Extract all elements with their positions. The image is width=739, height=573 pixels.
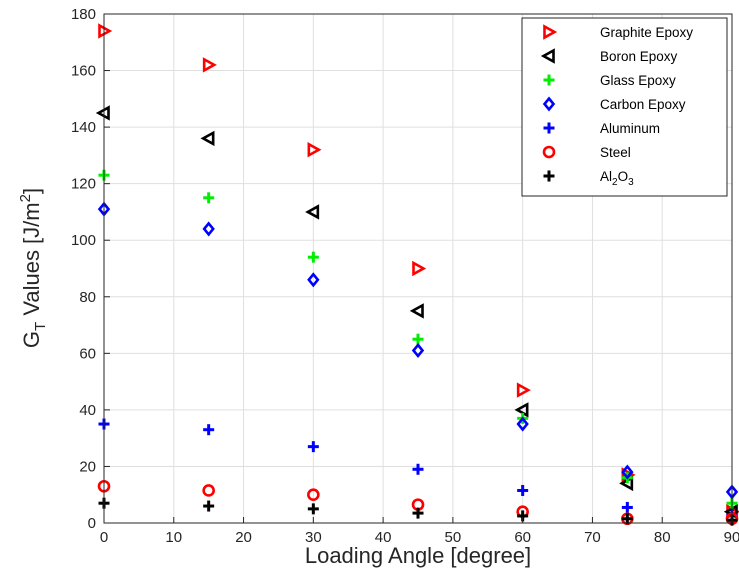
data-point-series-5-2-shape — [307, 488, 320, 502]
y-tick-label: 160 — [71, 63, 96, 80]
legend-marker-4 — [543, 122, 555, 134]
legend-label-part: Al — [600, 169, 612, 184]
data-point-series-2-1 — [203, 192, 215, 204]
y-tick-label: 40 — [79, 402, 96, 419]
data-point-series-0-3 — [412, 260, 427, 277]
data-point-series-1-1 — [200, 130, 215, 147]
y-tick-label: 60 — [79, 345, 96, 362]
x-axis-label: Loading Angle [degree] — [305, 543, 531, 568]
data-point-series-0-3-shape — [412, 260, 427, 277]
data-point-series-4-4 — [517, 484, 529, 496]
legend-label-2: Glass Epoxy — [600, 73, 676, 88]
legend-marker-3-shape — [542, 96, 556, 112]
data-point-series-3-3-shape — [411, 342, 425, 359]
legend-label-part: O — [618, 169, 629, 184]
legend-label-3: Carbon Epoxy — [600, 97, 686, 112]
legend-label-0: Graphite Epoxy — [600, 25, 693, 40]
y-tick-label: 0 — [88, 515, 96, 532]
legend-marker-0-shape — [543, 24, 558, 40]
data-point-series-1-4 — [514, 402, 529, 418]
y-tick-label: 20 — [79, 458, 96, 475]
data-point-series-5-1 — [202, 484, 215, 497]
x-tick-label: 10 — [165, 529, 182, 546]
data-point-series-4-2 — [307, 441, 319, 453]
data-point-series-2-2 — [307, 251, 319, 263]
legend-label-part: 2 — [612, 177, 618, 188]
x-tick-label: 70 — [584, 529, 601, 546]
x-tick-label: 40 — [375, 529, 392, 546]
data-point-series-3-1-shape — [202, 221, 215, 237]
data-point-series-3-2 — [307, 272, 320, 288]
y-axis-label: GT Values [J/m2] — [17, 188, 49, 348]
legend-marker-3 — [542, 96, 556, 112]
data-point-series-1-1-shape — [200, 130, 215, 147]
legend-box — [521, 17, 728, 197]
data-point-series-1-4-shape — [514, 402, 529, 418]
legend-marker-5 — [542, 145, 556, 159]
y-axis-label-sub: T — [32, 322, 49, 331]
y-axis-label-mid: Values [J/m — [19, 202, 44, 321]
x-tick-label: 90 — [724, 529, 739, 546]
x-tick-label: 60 — [514, 529, 531, 546]
data-point-series-6-3 — [412, 507, 424, 519]
y-tick-label: 100 — [71, 232, 96, 249]
data-point-series-2-3 — [412, 333, 424, 345]
data-point-series-0-4 — [516, 382, 531, 398]
y-tick-label: 180 — [71, 6, 96, 23]
legend-label-5: Steel — [600, 145, 631, 160]
y-axis-label-suffix: ] — [19, 188, 44, 194]
y-tick-label: 120 — [71, 176, 96, 193]
data-point-series-6-2 — [307, 503, 319, 515]
y-tick-label: 140 — [71, 119, 96, 136]
data-point-series-4-3 — [412, 463, 424, 475]
plot-frame — [103, 13, 733, 524]
data-point-series-6-5 — [621, 513, 633, 525]
data-point-series-3-5-shape — [621, 464, 634, 480]
y-tick-label: 80 — [79, 289, 96, 306]
data-point-series-6-1 — [203, 500, 215, 512]
legend: Graphite Epoxy Boron Epoxy Glass Epoxy Carb… — [521, 17, 728, 197]
data-point-series-3-3 — [411, 342, 425, 359]
x-tick-label: 20 — [235, 529, 252, 546]
data-point-series-1-2-shape — [305, 204, 320, 220]
data-point-series-0-2 — [307, 142, 322, 158]
x-tick-label: 80 — [654, 529, 671, 546]
legend-label-4: Aluminum — [600, 121, 660, 136]
data-point-series-5-2 — [307, 488, 320, 502]
x-tick-label: 30 — [305, 529, 322, 546]
legend-marker-1-shape — [540, 48, 555, 64]
data-point-series-0-2-shape — [307, 142, 322, 158]
data-point-series-0-1 — [202, 57, 217, 73]
data-point-series-0-1-shape — [202, 57, 217, 73]
legend-marker-0 — [543, 24, 558, 40]
y-axis-label-prefix: G — [19, 331, 44, 348]
data-point-series-3-4-shape — [516, 416, 529, 432]
legend-label-part: 3 — [628, 177, 634, 188]
data-point-series-3-5 — [621, 464, 634, 480]
data-point-series-3-1 — [202, 221, 215, 237]
data-point-series-5-1-shape — [202, 484, 215, 497]
data-point-series-1-3 — [409, 303, 424, 319]
legend-marker-5-shape — [542, 145, 556, 159]
legend-marker-1 — [540, 48, 555, 64]
data-point-series-0-4-shape — [516, 382, 531, 398]
y-axis-label-sup: 2 — [17, 194, 34, 202]
axis-ticks: 0 10 20 30 40 50 60 70 80 90 0 20 40 60 80 100 120 140 160… — [71, 6, 739, 546]
x-tick-label: 0 — [100, 529, 108, 546]
data-point-series-4-5 — [621, 501, 633, 513]
data-point-series-3-4 — [516, 416, 529, 432]
legend-marker-2 — [543, 74, 555, 86]
data-point-series-4-1 — [203, 424, 215, 436]
data-point-series-1-3-shape — [409, 303, 424, 319]
legend-label-1: Boron Epoxy — [600, 49, 678, 64]
data-point-series-1-2 — [305, 204, 320, 220]
data-point-series-3-2-shape — [307, 272, 320, 288]
legend-label-6: Al2O3 — [600, 169, 634, 188]
x-tick-label: 50 — [445, 529, 462, 546]
legend-marker-6 — [543, 170, 555, 182]
